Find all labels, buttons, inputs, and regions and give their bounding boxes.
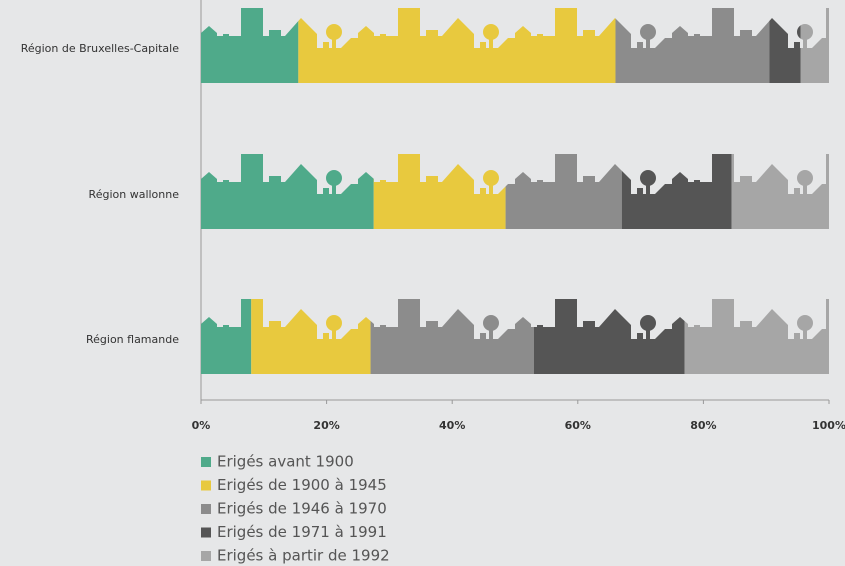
category-label: Région de Bruxelles-Capitale xyxy=(21,42,180,55)
bar-segment xyxy=(615,8,770,83)
legend-swatch xyxy=(201,480,211,491)
legend-label: Erigés de 1946 à 1970 xyxy=(217,500,387,518)
x-tick-label: 0% xyxy=(192,419,211,432)
bar-segment xyxy=(201,154,374,229)
bar-segment xyxy=(373,154,506,229)
bar-segment xyxy=(684,299,829,374)
legend-swatch xyxy=(201,457,211,467)
bar-segment xyxy=(731,154,829,229)
x-tick-label: 40% xyxy=(439,419,465,432)
x-tick-label: 100% xyxy=(812,419,845,432)
legend-swatch xyxy=(201,551,211,561)
bar-row xyxy=(201,8,829,83)
bar-segment xyxy=(201,8,299,83)
bar-segment xyxy=(769,8,801,83)
bar-segment xyxy=(505,154,622,229)
bar-segment xyxy=(533,299,685,374)
bar-segment xyxy=(298,8,616,83)
bar-row xyxy=(201,154,829,229)
legend-label: Erigés avant 1900 xyxy=(217,453,354,471)
bar-segment xyxy=(800,8,829,83)
bar-segment xyxy=(251,299,371,374)
bar-segment xyxy=(201,299,252,374)
bar-segment xyxy=(370,299,534,374)
bar-row xyxy=(201,299,829,374)
x-tick-label: 60% xyxy=(565,419,591,432)
legend-swatch xyxy=(201,504,211,514)
legend-label: Erigés à partir de 1992 xyxy=(217,547,390,565)
x-tick-label: 20% xyxy=(313,419,339,432)
category-label: Région flamande xyxy=(86,333,179,346)
category-label: Région wallonne xyxy=(89,188,180,201)
bar-segment xyxy=(621,154,732,229)
x-tick-label: 80% xyxy=(690,419,716,432)
legend-swatch xyxy=(201,527,211,538)
legend-label: Erigés de 1900 à 1945 xyxy=(217,476,387,494)
legend-label: Erigés de 1971 à 1991 xyxy=(217,523,387,541)
